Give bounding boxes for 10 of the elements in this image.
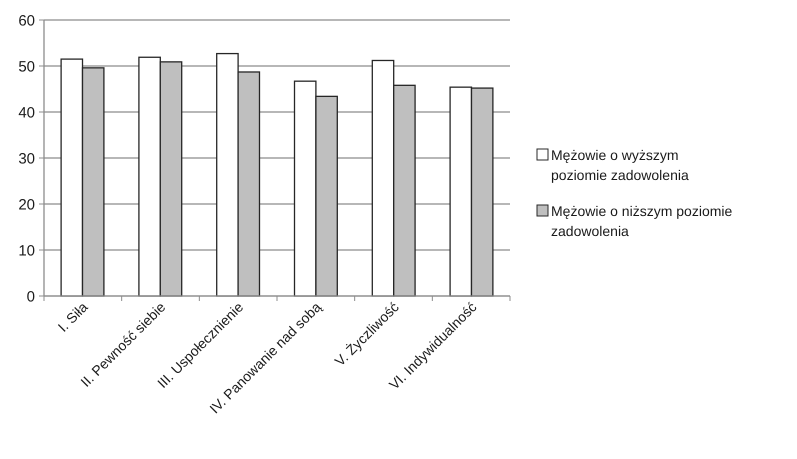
legend-label: Mężowie o niższym poziomie zadowolenia — [551, 202, 732, 240]
y-tick-label: 0 — [26, 288, 35, 306]
y-tick-label: 20 — [18, 196, 35, 214]
y-tick-label: 30 — [18, 150, 35, 168]
x-tick-label: I. Siła — [54, 298, 91, 335]
y-tick-label: 50 — [18, 58, 35, 76]
y-tick-label: 40 — [18, 104, 35, 122]
y-tick-label: 10 — [18, 242, 35, 260]
y-tick-label: 60 — [18, 12, 35, 30]
legend-label: Mężowie o wyższym poziomie zadowolenia — [551, 146, 689, 184]
